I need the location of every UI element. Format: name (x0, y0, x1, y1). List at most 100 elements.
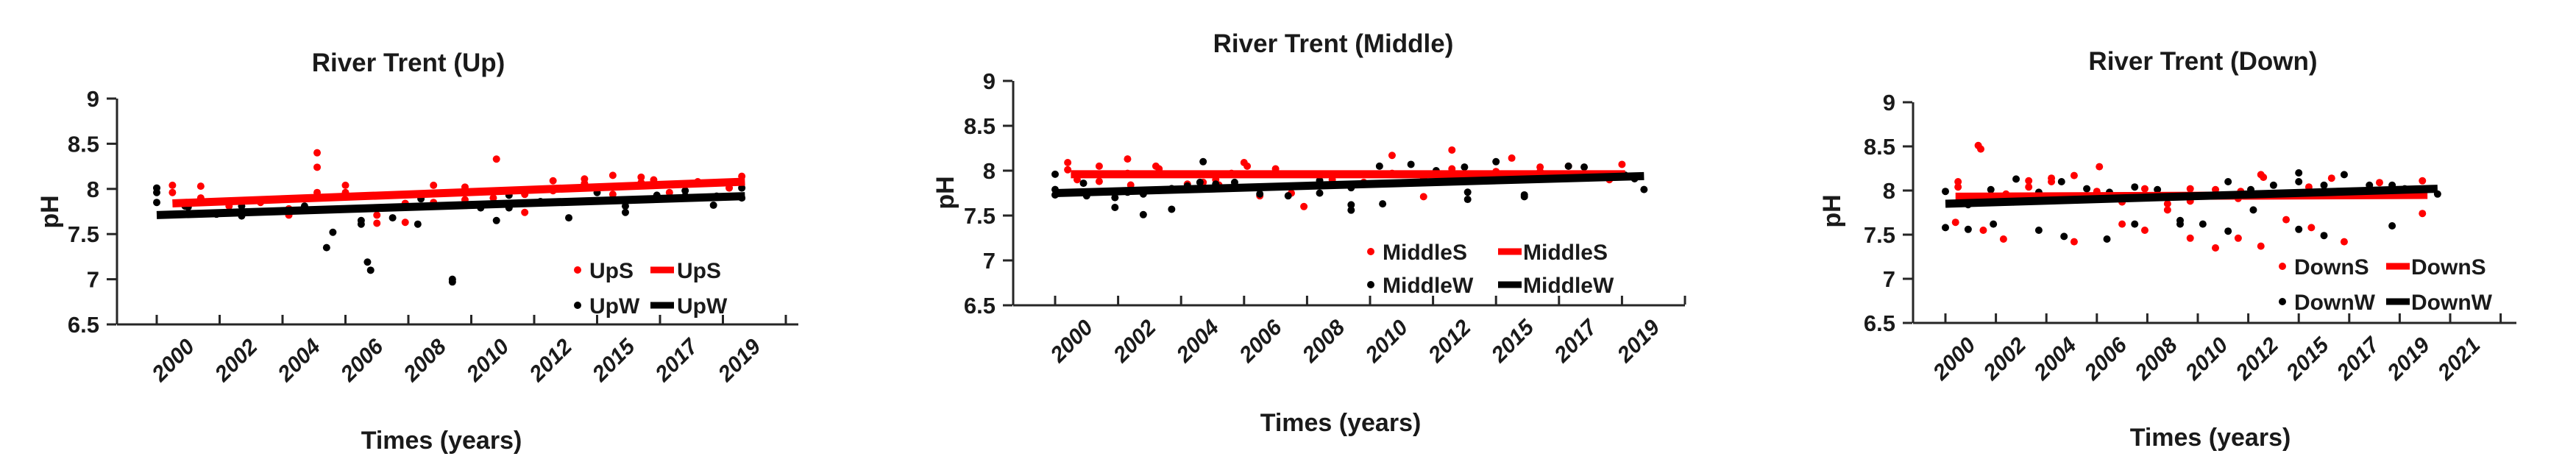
data-point-MiddleS (1300, 202, 1308, 210)
data-point-DownW (2083, 185, 2091, 193)
legend-label: MiddleW (1523, 274, 1614, 298)
data-point-MiddleW (1463, 196, 1472, 204)
data-point-MiddleW (1284, 192, 1292, 200)
data-point-DownS (2419, 177, 2427, 185)
data-point-UpS (489, 194, 497, 202)
data-point-MiddleW (1461, 163, 1469, 171)
x-tick-label: 2000 (1928, 332, 1980, 385)
data-point-MiddleS (1064, 159, 1072, 167)
data-point-MiddleS (1618, 160, 1626, 168)
data-point-DownS (1954, 178, 1962, 185)
x-tick-label: 2000 (147, 334, 199, 386)
data-point-UpS (313, 149, 322, 157)
data-point-UpS (373, 219, 381, 227)
data-point-UpS (313, 163, 322, 171)
x-tick-label: 2002 (1979, 332, 2031, 385)
x-tick-label: 2012 (1423, 315, 1475, 367)
data-point-MiddleW (1079, 179, 1087, 188)
data-point-DownS (1977, 145, 1985, 153)
data-point-DownS (2140, 185, 2149, 193)
legend-label: DownS (2294, 255, 2369, 280)
x-tick-label: 2010 (1360, 315, 1413, 367)
legend-label: DownW (2411, 291, 2493, 315)
x-tick-label: 2015 (1486, 315, 1539, 368)
x-tick-label: 2017 (2332, 332, 2385, 385)
y-tick-label: 8.5 (68, 131, 99, 157)
y-tick-label: 9 (1883, 90, 1895, 115)
data-point-UpS (168, 181, 177, 189)
x-tick-label: 2002 (1108, 315, 1160, 367)
data-point-UpW (322, 243, 330, 252)
data-point-DownW (2176, 220, 2184, 228)
legend-label: MiddleW (1383, 274, 1474, 298)
x-tick-label: 2004 (1171, 315, 1224, 367)
data-point-MiddleW (1347, 201, 1355, 209)
legend-dot-marker (574, 266, 581, 274)
plot-area-down: 9 8.5 8 7.5 7 6.5 2000200220042006200820102012… (1864, 90, 2516, 385)
data-point-DownS (2163, 206, 2171, 214)
data-point-DownW (2388, 222, 2396, 230)
data-point-MiddleS (1124, 155, 1132, 163)
data-point-DownS (2186, 234, 2194, 242)
data-point-DownS (2070, 238, 2078, 246)
data-point-DownS (2186, 185, 2194, 193)
data-point-MiddleW (1111, 193, 1119, 202)
data-point-MiddleW (1564, 162, 1572, 170)
data-point-UpW (329, 228, 337, 236)
x-tick-label: 2012 (525, 334, 577, 386)
data-point-UpS (196, 182, 205, 191)
data-point-UpW (448, 278, 456, 286)
data-point-MiddleS (1064, 166, 1072, 174)
data-point-UpS (373, 211, 381, 219)
x-tick-label: 2021 (2433, 333, 2485, 385)
data-point-DownS (2118, 220, 2126, 228)
x-tick-label: 2006 (1235, 315, 1287, 367)
x-tick-label: 2004 (2029, 332, 2081, 385)
x-tick-label: 2012 (2231, 332, 2283, 385)
data-point-MiddleW (1379, 200, 1387, 208)
x-axis-title: Times (years) (361, 427, 522, 455)
x-axis-title: Times (years) (2129, 424, 2291, 452)
data-point-DownS (2375, 179, 2383, 187)
chart-title: River Trent (Middle) (1213, 29, 1454, 58)
x-tick-label: 2008 (1297, 315, 1349, 367)
data-point-MiddleS (1448, 146, 1456, 154)
data-point-MiddleW (1256, 190, 1264, 198)
x-tick-label: 2017 (1550, 315, 1603, 368)
legend-label: UpW (677, 294, 728, 319)
data-point-UpS (430, 181, 438, 189)
data-point-DownW (2340, 171, 2348, 179)
data-point-MiddleW (1520, 193, 1528, 201)
data-point-DownS (1951, 218, 1959, 227)
x-axis-title: Times (years) (1260, 409, 1422, 437)
data-point-MiddleW (1139, 210, 1147, 218)
y-axis-title: pH (1818, 194, 1846, 228)
data-point-DownW (1942, 188, 1949, 196)
data-point-DownW (2057, 178, 2065, 185)
data-point-DownW (1987, 185, 1995, 193)
data-point-DownW (2295, 169, 2303, 177)
data-point-UpS (637, 173, 645, 181)
legend-dot-marker (1367, 281, 1374, 288)
data-point-DownS (2140, 227, 2149, 234)
data-point-DownS (2163, 200, 2171, 207)
data-point-UpW (621, 202, 629, 210)
data-point-MiddleS (1388, 152, 1396, 160)
legend-dot-marker (1367, 248, 1374, 255)
data-point-DownW (2320, 181, 2328, 189)
trend-line-UpS (172, 177, 745, 207)
y-axis-title: pH (932, 176, 959, 210)
data-point-UpW (414, 220, 422, 228)
y-tick-label: 8 (1883, 178, 1895, 204)
x-tick-label: 2006 (2079, 332, 2132, 385)
legend-dot-marker (574, 302, 581, 309)
y-tick-label: 8.5 (964, 113, 996, 139)
trend-line-MiddleW (1054, 171, 1644, 197)
data-point-MiddleW (1580, 163, 1589, 171)
y-tick-label: 6.5 (68, 312, 99, 338)
legend-label: UpW (589, 294, 640, 319)
legend-dot-marker (2279, 263, 2286, 270)
data-point-MiddleW (1168, 205, 1176, 213)
data-point-DownS (2257, 242, 2265, 250)
